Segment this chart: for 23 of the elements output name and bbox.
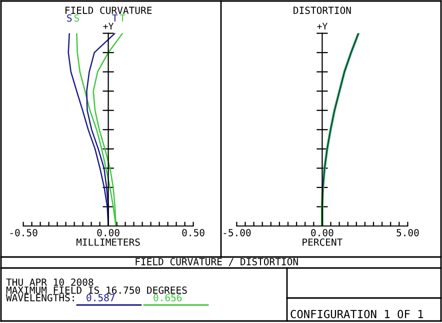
text: CONFIGURATION 1 OF 1	[290, 310, 424, 318]
text: MAXIMUM FIELD IS 16.750 DEGREES	[6, 286, 187, 294]
x-tick-label: 5.00	[396, 229, 419, 236]
series-label: T	[112, 14, 118, 22]
text: FIELD CURVATURE / DISTORTION	[136, 258, 298, 266]
x-tick-label: 0.50	[182, 229, 204, 236]
category-label: 0.656	[154, 294, 182, 302]
series-label: T	[120, 14, 126, 22]
category-label: 0.587	[86, 294, 115, 302]
y-axis-title: +Y	[317, 22, 328, 30]
series-label: S	[74, 14, 79, 22]
series-label: S	[67, 14, 72, 22]
x-tick-label: 0.00	[311, 229, 334, 236]
x-axis-title: PERCENT	[302, 238, 342, 246]
y-axis-title: +Y	[103, 22, 114, 30]
x-tick-label: -0.50	[10, 229, 38, 236]
text: THU APR 10 2008	[6, 278, 94, 286]
x-tick-label: 0.00	[97, 229, 120, 236]
chart-title: FIELD CURVATURE	[66, 6, 152, 14]
x-axis-title: MILLIMETERS	[76, 238, 140, 246]
legend-title: WAVELENGTHS:	[6, 294, 74, 302]
chart-title: DISTORTION	[294, 6, 351, 14]
x-tick-label: -5.00	[224, 229, 251, 236]
